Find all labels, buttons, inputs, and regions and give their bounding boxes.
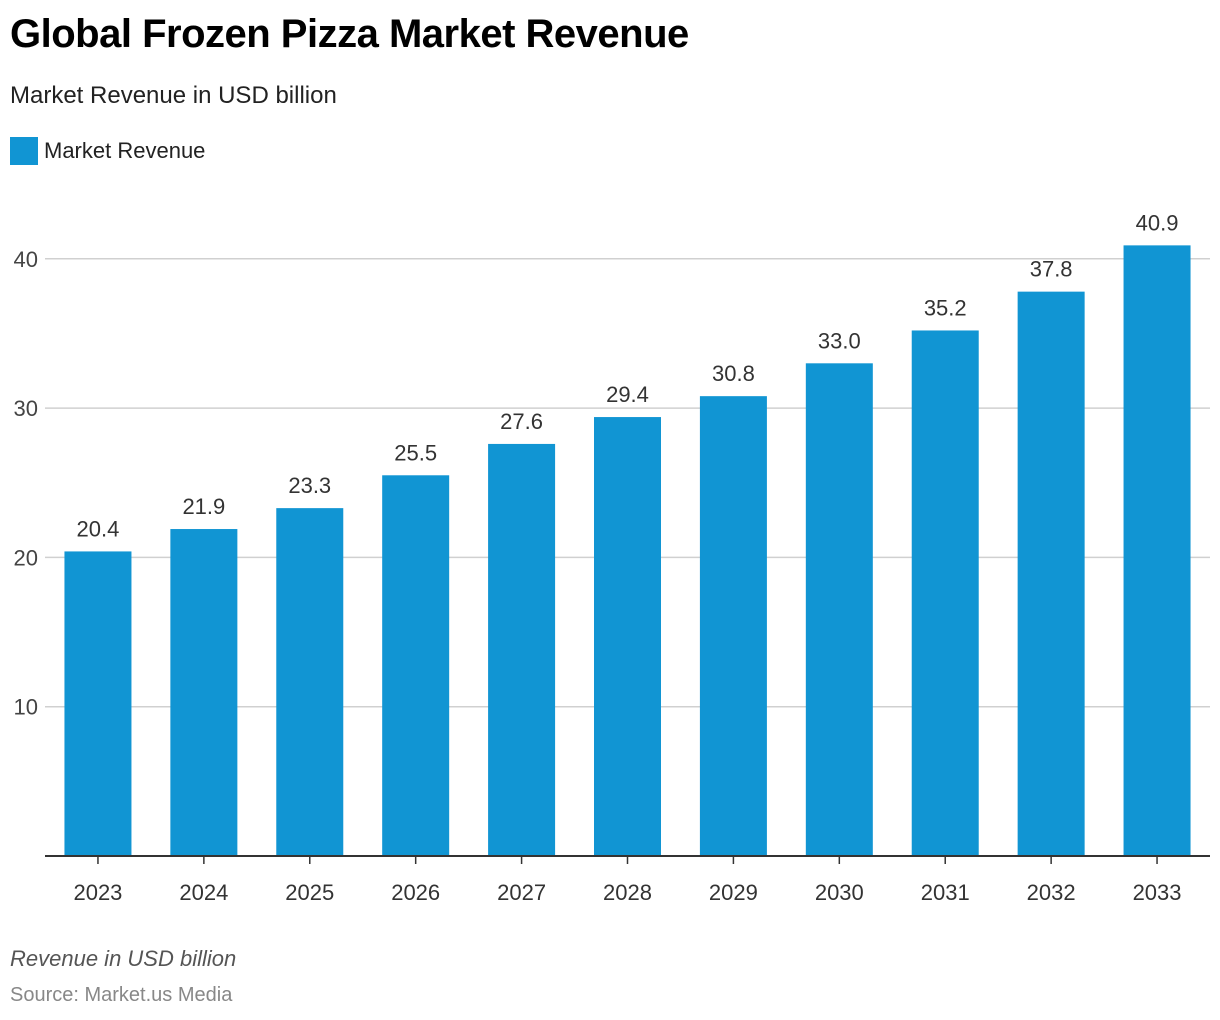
data-label: 27.6 xyxy=(500,409,543,434)
x-tick-label: 2023 xyxy=(73,880,122,905)
legend-label: Market Revenue xyxy=(44,138,206,163)
x-tick-label: 2028 xyxy=(603,880,652,905)
x-tick-label: 2031 xyxy=(921,880,970,905)
bar xyxy=(1123,245,1191,856)
data-label: 33.0 xyxy=(818,328,861,353)
y-tick-label: 40 xyxy=(14,247,38,272)
data-label: 20.4 xyxy=(77,516,120,541)
data-label: 35.2 xyxy=(924,295,967,320)
chart-subtitle: Market Revenue in USD billion xyxy=(10,82,337,109)
bar xyxy=(382,475,450,856)
x-tick-label: 2033 xyxy=(1133,880,1182,905)
x-tick-label: 2032 xyxy=(1027,880,1076,905)
footer-source: Source: Market.us Media xyxy=(10,984,233,1006)
x-tick-label: 2027 xyxy=(497,880,546,905)
x-tick-label: 2029 xyxy=(709,880,758,905)
data-label: 40.9 xyxy=(1136,210,1179,235)
bar xyxy=(488,443,556,856)
bar xyxy=(1017,291,1085,856)
footer-note: Revenue in USD billion xyxy=(10,946,237,971)
x-tick-label: 2025 xyxy=(285,880,334,905)
bar-chart: 1020304020.4202321.9202423.3202525.52026… xyxy=(14,210,1210,905)
x-tick-label: 2030 xyxy=(815,880,864,905)
data-label: 23.3 xyxy=(288,473,331,498)
x-tick-label: 2024 xyxy=(179,880,228,905)
legend-swatch xyxy=(10,137,38,165)
bar xyxy=(276,508,344,856)
y-tick-label: 30 xyxy=(14,396,38,421)
legend: Market Revenue xyxy=(10,137,205,165)
bar xyxy=(699,396,767,856)
data-label: 21.9 xyxy=(182,494,225,519)
y-tick-label: 20 xyxy=(14,545,38,570)
y-tick-label: 10 xyxy=(14,695,38,720)
data-label: 25.5 xyxy=(394,440,437,465)
bar xyxy=(805,363,873,856)
data-label: 30.8 xyxy=(712,361,755,386)
bar xyxy=(911,330,979,856)
x-tick-label: 2026 xyxy=(391,880,440,905)
bar xyxy=(594,417,661,856)
bar xyxy=(170,529,238,856)
data-label: 29.4 xyxy=(606,382,649,407)
chart-title: Global Frozen Pizza Market Revenue xyxy=(10,12,689,56)
bar xyxy=(64,551,132,856)
data-label: 37.8 xyxy=(1030,257,1073,282)
